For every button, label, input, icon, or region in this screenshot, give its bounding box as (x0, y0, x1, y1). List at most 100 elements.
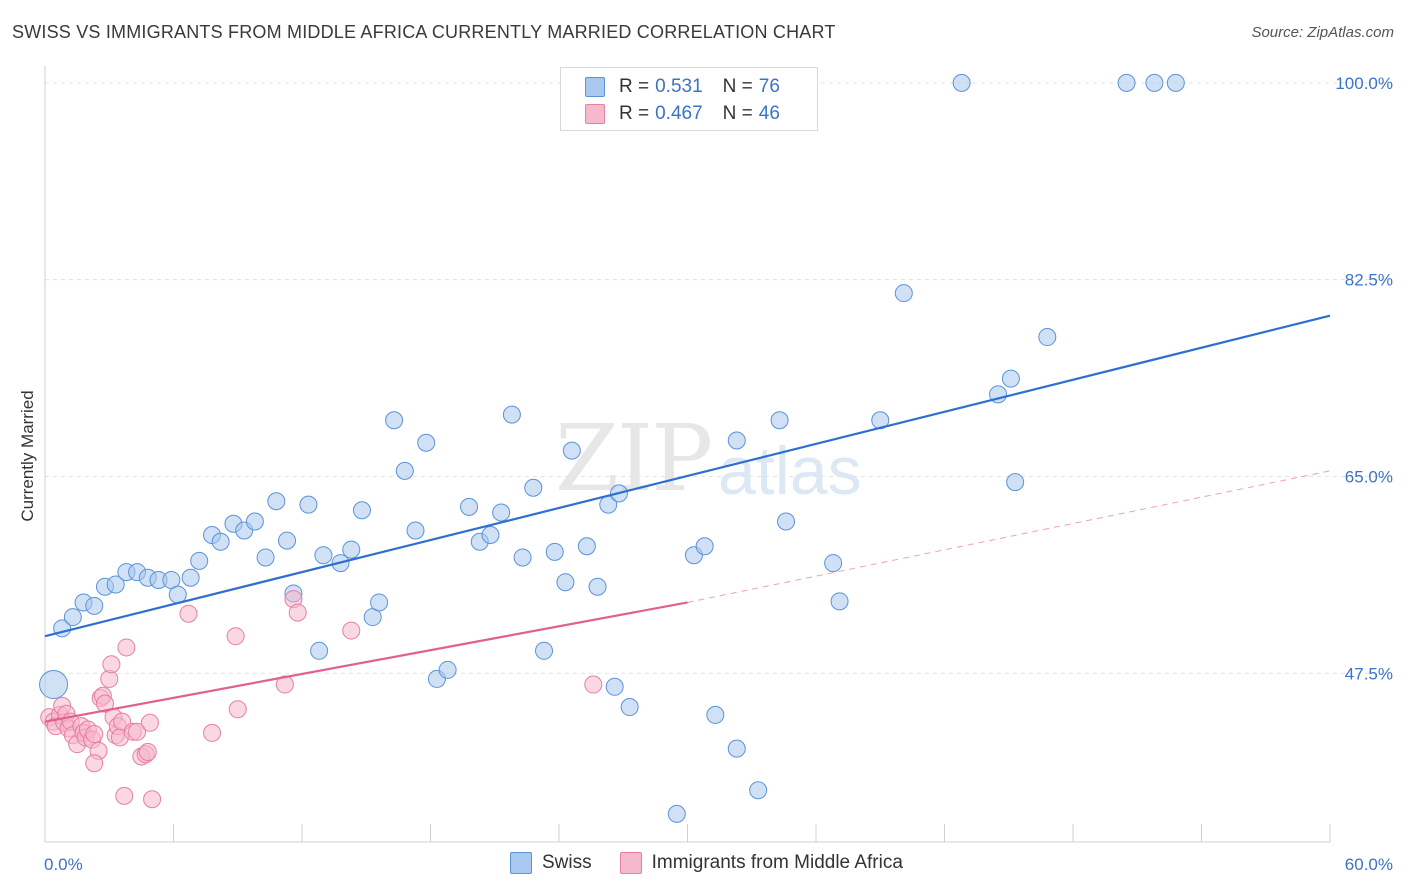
africa-point (117, 638, 136, 657)
x-tick-label: 60.0% (1345, 855, 1393, 874)
swiss-point (245, 512, 264, 531)
swiss-point (1006, 473, 1025, 492)
africa-point (140, 713, 159, 732)
swiss-point (342, 540, 361, 559)
swiss-point (727, 739, 746, 758)
legend-swatch-swiss (585, 77, 605, 97)
africa-point (584, 675, 603, 694)
swiss-point (352, 501, 371, 520)
africa-point (138, 743, 157, 762)
swiss-point (106, 575, 125, 594)
swiss-point (502, 405, 521, 424)
swiss-point (417, 433, 436, 452)
bottom-legend-label-swiss: Swiss (542, 852, 592, 873)
y-tick-label: 82.5% (1345, 271, 1393, 290)
africa-point (95, 694, 114, 713)
swiss-point (181, 568, 200, 587)
swiss-point (1166, 73, 1185, 92)
swiss-point (39, 670, 69, 700)
africa-point (228, 700, 247, 719)
swiss-point (85, 596, 104, 615)
legend-r-label: R = (619, 76, 650, 97)
swiss-point (577, 537, 596, 556)
legend-row-africa: R = 0.467 N = 46 (585, 103, 786, 125)
bottom-legend-label-africa: Immigrants from Middle Africa (651, 852, 903, 873)
swiss-point (395, 461, 414, 480)
swiss-point (952, 73, 971, 92)
swiss-point (211, 532, 230, 551)
swiss-point (524, 478, 543, 497)
legend-r-value-swiss: 0.531 (655, 76, 703, 97)
africa-point (143, 790, 162, 809)
swiss-point (406, 521, 425, 540)
legend-swatch-africa (585, 104, 605, 124)
africa-point (85, 725, 104, 744)
swiss-point (667, 804, 686, 823)
swiss-point (556, 573, 575, 592)
swiss-point (545, 542, 564, 561)
legend-n-label: N = (722, 76, 753, 97)
swiss-point (749, 781, 768, 800)
bottom-legend-swatch-africa (619, 852, 642, 874)
swiss-point (438, 660, 457, 679)
swiss-point (1145, 73, 1164, 92)
legend: R = 0.531 N = 76 R = 0.467 N = 46 (560, 67, 818, 131)
swiss-point (267, 492, 286, 511)
swiss-point (695, 537, 714, 556)
swiss-point (310, 641, 329, 660)
swiss-point (190, 551, 209, 570)
africa-point (288, 603, 307, 622)
swiss-point (777, 512, 796, 531)
y-tick-label: 65.0% (1345, 467, 1393, 486)
swiss-point (706, 705, 725, 724)
swiss-point (492, 503, 511, 522)
swiss-point (562, 441, 581, 460)
bottom-legend-swiss: Swiss (510, 852, 592, 874)
swiss-point (278, 531, 297, 550)
bottom-legend-swatch-swiss (510, 852, 532, 874)
bottom-legend: Swiss Immigrants from Middle Africa (510, 852, 931, 874)
africa-point (226, 627, 245, 646)
swiss-point (1001, 369, 1020, 388)
swiss-point (727, 431, 746, 450)
africa-point (102, 655, 121, 674)
y-tick-label: 47.5% (1345, 664, 1393, 683)
africa-trend-extension (687, 470, 1331, 603)
legend-r-label: R = (619, 103, 650, 124)
legend-n-label: N = (722, 103, 753, 124)
y-tick-label: 100.0% (1335, 74, 1393, 93)
swiss-point (460, 497, 479, 516)
swiss-point (894, 284, 913, 303)
swiss-point (830, 592, 849, 611)
legend-r-value-africa: 0.467 (655, 103, 703, 124)
bottom-legend-africa: Immigrants from Middle Africa (619, 852, 903, 874)
swiss-point (481, 525, 500, 544)
watermark-zip: ZIP (555, 405, 713, 512)
swiss-point (770, 411, 789, 430)
swiss-point (824, 554, 843, 573)
swiss-point (63, 608, 82, 627)
africa-point (115, 786, 134, 805)
swiss-point (314, 546, 333, 565)
swiss-point (385, 411, 404, 430)
swiss-point (370, 593, 389, 612)
swiss-point (605, 677, 624, 696)
swiss-point (513, 548, 532, 567)
source-credit: Source: ZipAtlas.com (1251, 24, 1394, 41)
swiss-trend-line (44, 314, 1331, 638)
x-tick-label: 0.0% (44, 855, 83, 874)
africa-point (128, 722, 147, 741)
africa-point (85, 754, 104, 773)
africa-point (342, 621, 361, 640)
swiss-point (1117, 73, 1136, 92)
legend-row-swiss: R = 0.531 N = 76 (585, 76, 786, 98)
africa-point (179, 604, 198, 623)
africa-trend-line (44, 601, 688, 723)
legend-n-value-africa: 46 (758, 103, 780, 124)
swiss-point (1038, 328, 1057, 347)
swiss-point (535, 641, 554, 660)
swiss-point (620, 698, 639, 717)
swiss-point (256, 548, 275, 567)
swiss-point (588, 577, 607, 596)
